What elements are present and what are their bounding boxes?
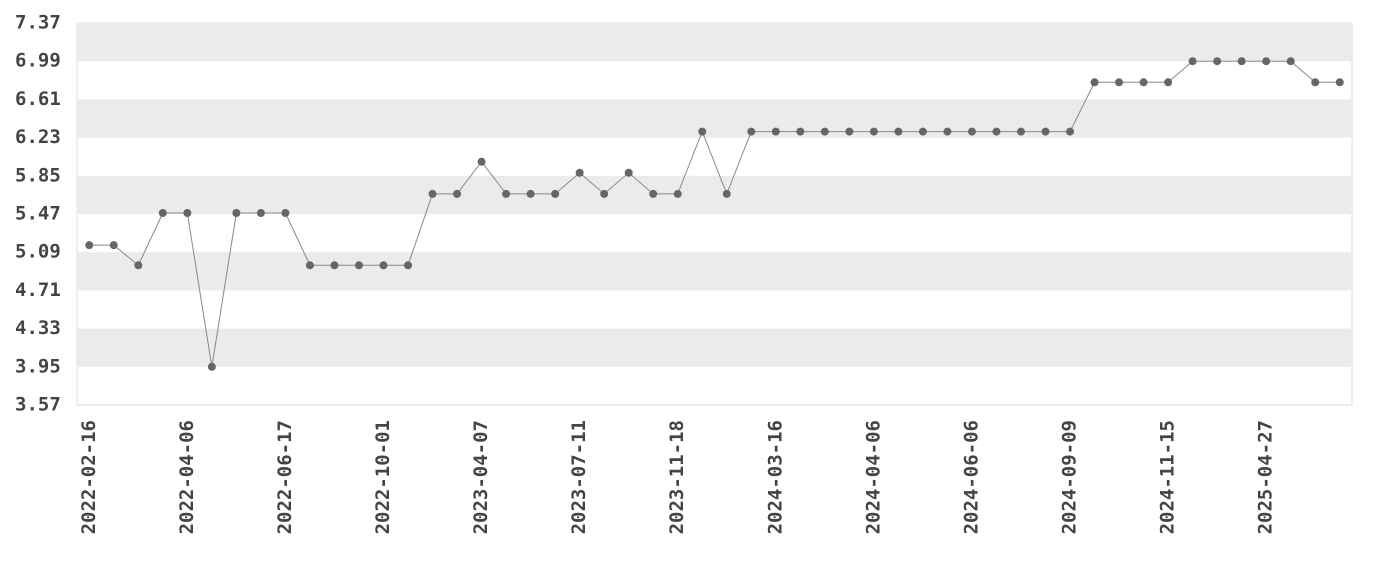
marker: [330, 261, 339, 270]
marker: [183, 208, 192, 217]
grid-band: [77, 252, 1352, 291]
marker: [1041, 127, 1050, 136]
y-tick-label: 6.23: [15, 126, 61, 148]
x-tick-label: 2023-11-18: [666, 420, 688, 534]
x-tick-label: 2023-07-11: [568, 420, 590, 534]
marker: [918, 127, 927, 136]
marker: [649, 189, 658, 198]
marker: [85, 241, 94, 250]
marker: [820, 127, 829, 136]
marker: [967, 127, 976, 136]
grid-band: [77, 23, 1352, 62]
marker: [1335, 78, 1344, 87]
marker: [551, 189, 560, 198]
marker: [943, 127, 952, 136]
x-tick-label: 2022-10-01: [372, 420, 394, 534]
marker: [428, 189, 437, 198]
marker: [1311, 78, 1320, 87]
marker: [796, 127, 805, 136]
marker: [158, 208, 167, 217]
marker: [673, 189, 682, 198]
marker: [1115, 78, 1124, 87]
y-tick-label: 3.57: [15, 394, 61, 416]
x-tick-label: 2024-11-15: [1157, 420, 1179, 534]
marker: [354, 261, 363, 270]
marker: [1066, 127, 1075, 136]
x-tick-label: 2022-02-16: [78, 420, 100, 534]
marker: [698, 127, 707, 136]
marker: [134, 261, 143, 270]
marker: [771, 127, 780, 136]
marker: [845, 127, 854, 136]
marker: [207, 362, 216, 371]
marker: [1164, 78, 1173, 87]
y-tick-label: 6.61: [15, 88, 61, 110]
x-tick-label: 2024-04-06: [862, 420, 884, 534]
marker: [502, 189, 511, 198]
marker: [600, 189, 609, 198]
x-tick-label: 2024-03-16: [764, 420, 786, 534]
y-tick-label: 4.33: [15, 317, 61, 339]
marker: [305, 261, 314, 270]
marker: [404, 261, 413, 270]
x-tick-label: 2024-06-06: [960, 420, 982, 534]
marker: [1262, 57, 1271, 66]
grid-band: [77, 328, 1352, 367]
marker: [256, 208, 265, 217]
marker: [453, 189, 462, 198]
marker: [109, 241, 118, 250]
marker: [869, 127, 878, 136]
marker: [1188, 57, 1197, 66]
marker: [477, 157, 486, 166]
y-tick-label: 7.37: [15, 12, 61, 34]
marker: [992, 127, 1001, 136]
marker: [281, 208, 290, 217]
x-tick-label: 2022-06-17: [274, 420, 296, 534]
x-tick-label: 2022-04-06: [176, 420, 198, 534]
marker: [624, 168, 633, 177]
y-tick-label: 6.99: [15, 50, 61, 72]
marker: [1016, 127, 1025, 136]
marker: [1286, 57, 1295, 66]
x-tick-label: 2023-04-07: [470, 420, 492, 534]
marker: [1139, 78, 1148, 87]
marker: [747, 127, 756, 136]
y-tick-label: 5.85: [15, 164, 61, 186]
marker: [722, 189, 731, 198]
y-tick-label: 4.71: [15, 279, 61, 301]
marker: [1237, 57, 1246, 66]
marker: [379, 261, 388, 270]
marker: [1090, 78, 1099, 87]
grid-band: [77, 99, 1352, 138]
y-tick-label: 5.47: [15, 203, 61, 225]
marker: [526, 189, 535, 198]
y-tick-label: 3.95: [15, 355, 61, 377]
marker: [894, 127, 903, 136]
marker: [1213, 57, 1222, 66]
x-tick-label: 2025-04-27: [1255, 420, 1277, 534]
marker: [575, 168, 584, 177]
line: [89, 60, 1340, 367]
grid-band: [77, 175, 1352, 214]
y-tick-label: 5.09: [15, 241, 61, 263]
marker: [232, 208, 241, 217]
x-tick-label: 2024-09-09: [1059, 420, 1081, 534]
